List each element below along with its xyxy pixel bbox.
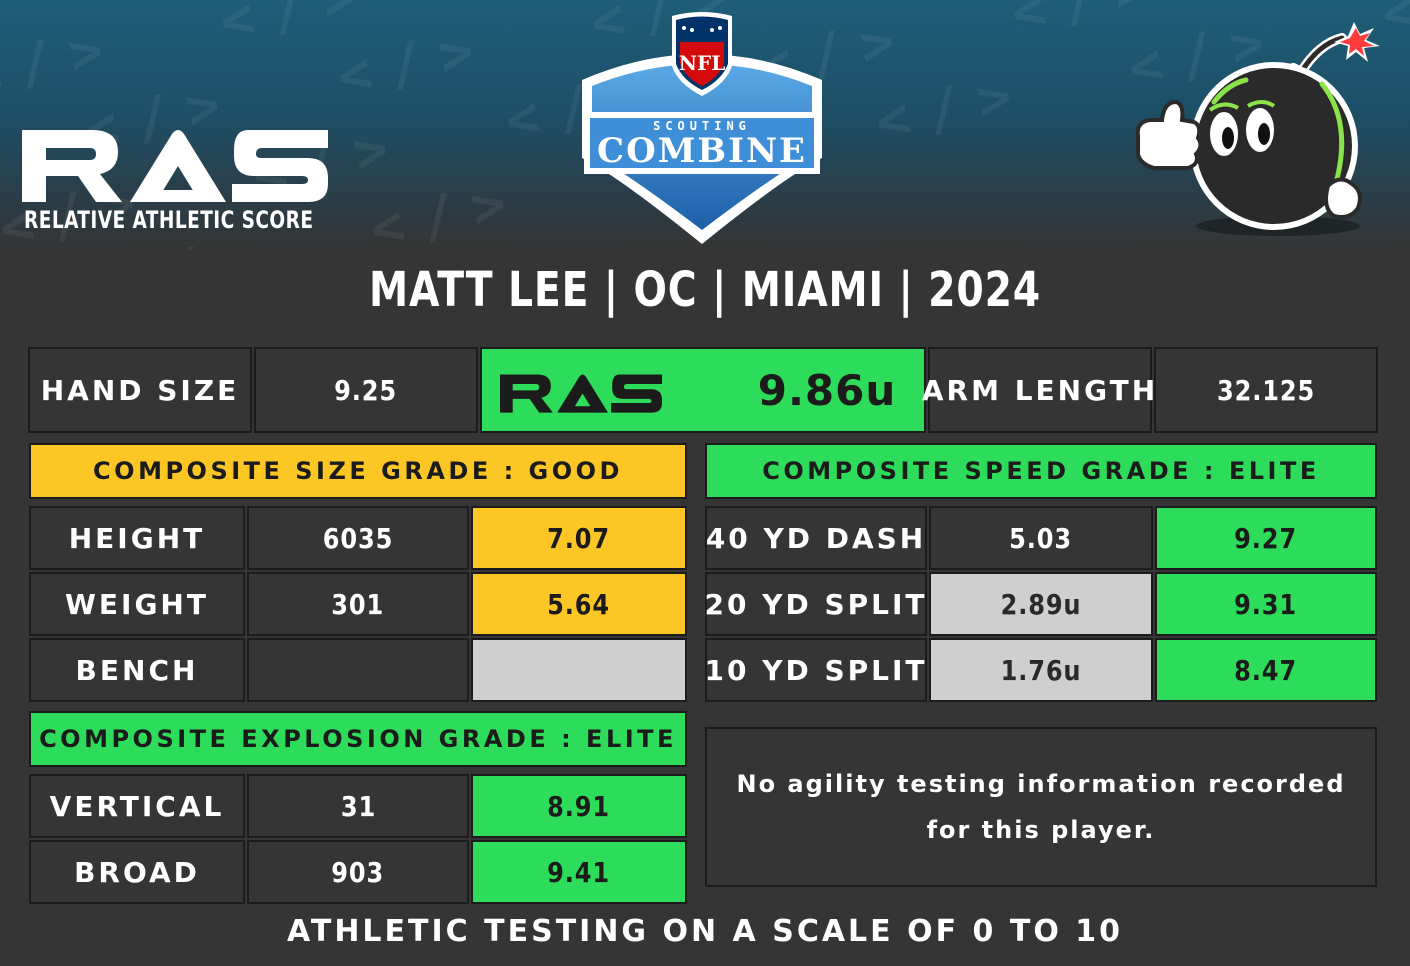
ras-subtitle: RELATIVE ATHLETIC SCORE xyxy=(24,206,314,234)
arm-length-value: 32.125 xyxy=(1154,347,1378,433)
broad-value: 903 xyxy=(247,840,469,904)
ten-split-label: 10 YD SPLIT xyxy=(704,638,927,702)
speed-grade-banner: COMPOSITE SPEED GRADE : ELITE xyxy=(705,443,1377,499)
header-banner: </> </> </> </> </> </> </> </> </> </> … xyxy=(0,0,1410,250)
weight-value: 301 xyxy=(247,572,469,636)
forty-dash-label: 40 YD DASH xyxy=(705,506,927,570)
combine-main-text: COMBINE xyxy=(597,131,807,171)
height-score: 7.07 xyxy=(471,506,687,570)
bench-label: BENCH xyxy=(29,638,245,702)
nfl-combine-logo: SCOUTING COMBINE NFL xyxy=(576,8,828,248)
height-value: 6035 xyxy=(247,506,469,570)
ras-wordmark-icon xyxy=(22,130,328,202)
combine-shield-icon: SCOUTING COMBINE NFL xyxy=(582,12,822,244)
broad-score: 9.41 xyxy=(471,840,687,904)
ten-split-value: 1.76u xyxy=(929,638,1153,702)
scale-footnote: ATHLETIC TESTING ON A SCALE OF 0 TO 10 xyxy=(286,914,1124,949)
forty-dash-value: 5.03 xyxy=(929,506,1153,570)
ras-logo xyxy=(22,126,328,204)
bench-score xyxy=(471,638,687,702)
ten-split-score: 8.47 xyxy=(1155,638,1377,702)
player-headline: MATT LEE | OC | MIAMI | 2024 xyxy=(368,262,1042,318)
weight-score: 5.64 xyxy=(471,572,687,636)
explosion-grade-banner: COMPOSITE EXPLOSION GRADE : ELITE xyxy=(29,711,687,767)
arm-length-label: ARM LENGTH xyxy=(922,347,1155,433)
agility-note: No agility testing information recorded … xyxy=(705,727,1377,887)
bench-value xyxy=(247,638,469,702)
twenty-split-score: 9.31 xyxy=(1155,572,1377,636)
ras-score-value: 9.86u xyxy=(757,365,897,415)
size-grade-banner: COMPOSITE SIZE GRADE : GOOD xyxy=(29,443,687,499)
weight-label: WEIGHT xyxy=(29,572,245,636)
ras-score-box: 9.86u xyxy=(480,347,926,433)
twenty-split-value: 2.89u xyxy=(929,572,1153,636)
broad-label: BROAD xyxy=(29,840,245,904)
nfl-text: NFL xyxy=(679,51,726,75)
vertical-label: VERTICAL xyxy=(29,774,245,838)
twenty-split-label: 20 YD SPLIT xyxy=(704,572,927,636)
combine-top-text: SCOUTING xyxy=(653,119,751,133)
vertical-score: 8.91 xyxy=(471,774,687,838)
ras-wordmark-icon xyxy=(500,374,662,413)
bomb-mascot-thumbs-up-icon xyxy=(1128,14,1390,240)
height-label: HEIGHT xyxy=(29,506,245,570)
vertical-value: 31 xyxy=(247,774,469,838)
hand-size-label: HAND SIZE xyxy=(28,347,252,433)
hand-size-value: 9.25 xyxy=(254,347,478,433)
forty-dash-score: 9.27 xyxy=(1155,506,1377,570)
